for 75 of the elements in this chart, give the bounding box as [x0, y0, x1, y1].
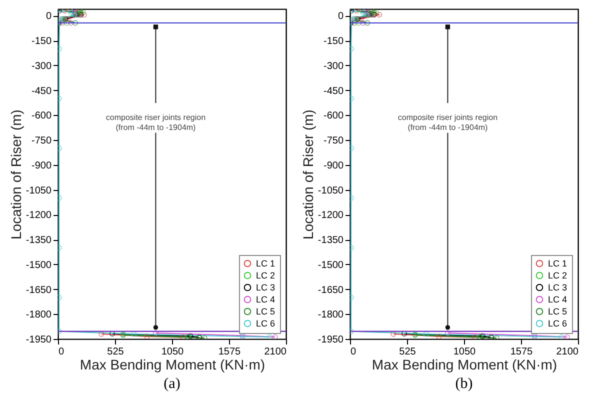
point [144, 334, 150, 339]
y-axis-title: Location of Riser (m) [300, 110, 316, 240]
legend-label: LC 5 [256, 306, 276, 316]
y-tick-label: -450 [323, 86, 344, 97]
y-tick-label: -1200 [318, 210, 344, 222]
legend-label: LC 6 [548, 318, 568, 328]
y-tick-label: -900 [323, 160, 344, 172]
point [444, 330, 450, 336]
legend-label: LC 4 [548, 294, 568, 304]
y-tick-label: -1950 [26, 334, 52, 346]
y-tick-label: -1950 [318, 334, 344, 346]
x-tick-label: 525 [399, 346, 416, 358]
y-tick-label: 0 [46, 11, 52, 22]
point [358, 16, 364, 22]
annotation: composite riser joints region (from -44m to -1904m) [106, 112, 206, 132]
y-tick-label: -1800 [26, 310, 52, 321]
text: (b) [455, 376, 473, 392]
x-tick-label: 1575 [510, 346, 534, 358]
y-tick-label: -1500 [318, 260, 344, 271]
x-tick-label: 2100 [264, 346, 287, 358]
y-tick-label: -1050 [26, 185, 52, 196]
point [65, 16, 71, 22]
legend-label: LC 3 [548, 282, 568, 292]
point [64, 20, 70, 26]
text: (a) [164, 376, 180, 392]
point [78, 12, 84, 18]
point [356, 20, 362, 26]
y-axis-title: Location of Riser (m) [8, 110, 24, 240]
x-tick-label: 525 [107, 346, 124, 358]
y-tick-label: -600 [323, 110, 344, 122]
y-tick-label: -1650 [26, 284, 52, 296]
y-tick-label: -900 [31, 160, 52, 172]
legend-label: LC 4 [256, 294, 276, 304]
y-tick-label: -150 [323, 36, 344, 48]
y-tick-label: -1350 [318, 235, 344, 246]
y-tick-label: -1500 [26, 260, 52, 271]
legend-label: LC 1 [256, 258, 276, 268]
legend-label: LC 2 [256, 270, 276, 280]
x-tick-label: 0 [350, 346, 356, 358]
annotation: composite riser joints region (from -44m to -1904m) [398, 112, 498, 132]
y-tick-label: -1050 [318, 185, 344, 196]
point [436, 334, 442, 339]
legend-label: LC 1 [548, 258, 568, 268]
point [68, 20, 74, 26]
x-tick-label: 1575 [218, 346, 242, 358]
y-tick-label: -1650 [318, 284, 344, 296]
y-tick-label: -150 [31, 36, 52, 48]
y-tick-label: -1200 [26, 210, 52, 222]
legend-label: LC 3 [256, 282, 276, 292]
x-axis-title: Max Bending Moment (KN·m) [80, 356, 266, 372]
point [364, 20, 370, 26]
y-tick-label: -450 [31, 86, 52, 97]
x-tick-label: 1050 [161, 346, 184, 358]
y-tick-label: -750 [31, 136, 52, 147]
y-tick-label: -1350 [26, 235, 52, 246]
x-tick-label: 0 [58, 346, 64, 358]
y-tick-label: -300 [31, 60, 52, 72]
y-tick-label: -600 [31, 110, 52, 122]
point [152, 330, 158, 336]
legend-label: LC 2 [548, 270, 568, 280]
x-axis-title: Max Bending Moment (KN·m) [372, 356, 558, 372]
point [364, 12, 370, 18]
point [371, 12, 377, 18]
legend-label: LC 6 [256, 318, 276, 328]
x-tick-label: 2100 [556, 346, 579, 358]
y-tick-label: -1800 [318, 310, 344, 321]
y-tick-label: 0 [338, 11, 344, 22]
x-tick-label: 1050 [453, 346, 476, 358]
y-tick-label: -750 [323, 136, 344, 147]
point [72, 20, 78, 26]
point [360, 20, 366, 26]
point [81, 12, 87, 18]
point [376, 12, 382, 18]
y-tick-label: -300 [323, 60, 344, 72]
legend-label: LC 5 [548, 306, 568, 316]
